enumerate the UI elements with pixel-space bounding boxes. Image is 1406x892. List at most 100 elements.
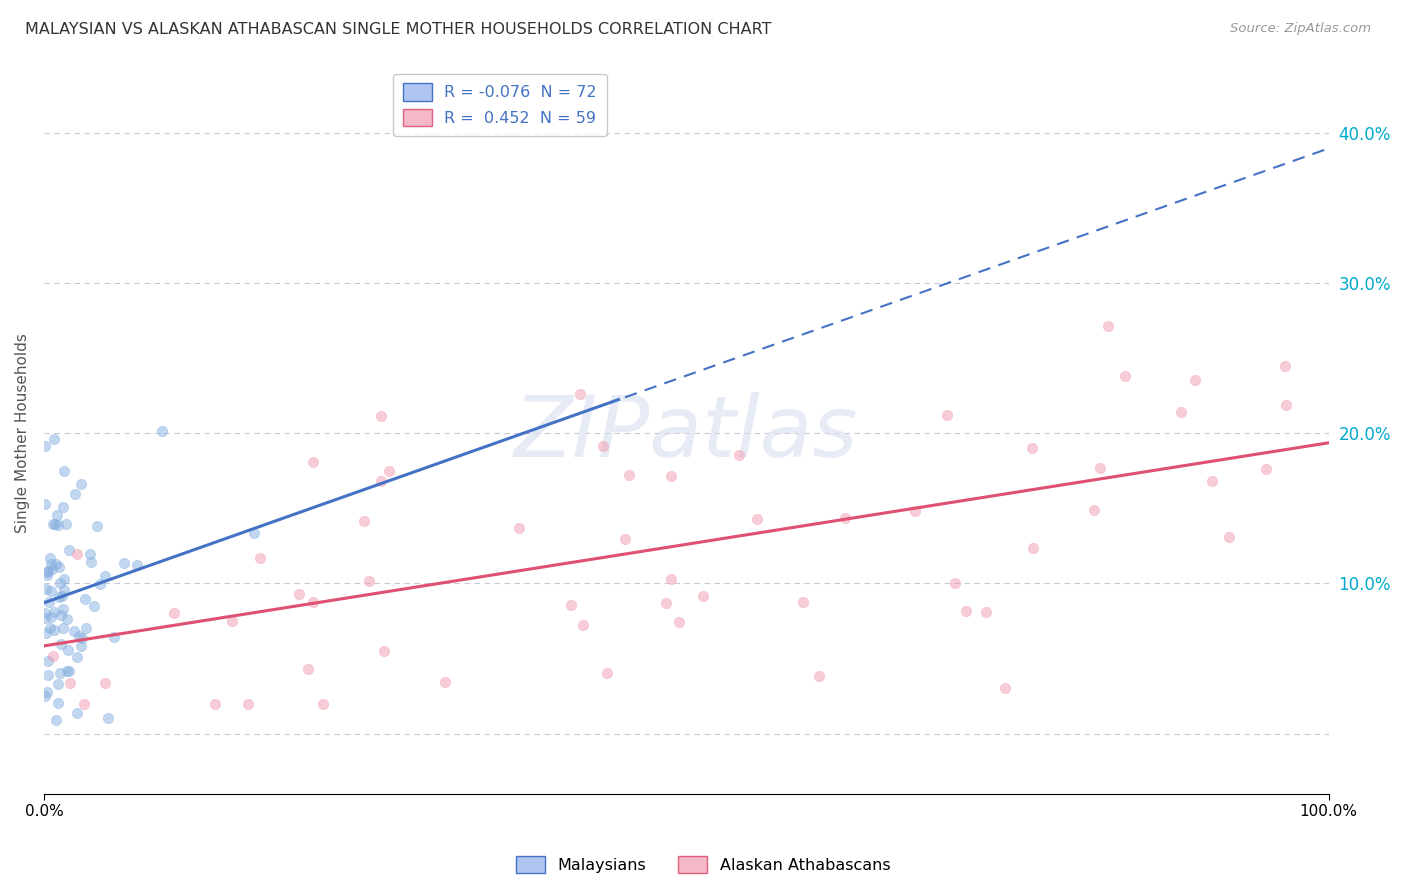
Point	[56, 642, 79, 657]
Point	[52, 621, 75, 635]
Point	[94, 675, 117, 690]
Point	[1254, 462, 1277, 476]
Point	[42, 605, 65, 619]
Point	[44, 517, 66, 532]
Point	[1274, 359, 1296, 373]
Point	[51, 638, 73, 652]
Point	[62, 624, 84, 638]
Point	[58, 543, 80, 558]
Point	[357, 574, 380, 589]
Point	[249, 551, 271, 566]
Point	[52, 500, 75, 515]
Point	[41, 584, 63, 599]
Point	[73, 591, 96, 606]
Point	[34, 497, 56, 511]
Point	[302, 455, 325, 469]
Point	[1275, 398, 1298, 412]
Point	[163, 606, 186, 620]
Point	[150, 424, 173, 438]
Point	[53, 463, 76, 477]
Point	[807, 669, 830, 683]
Point	[301, 594, 323, 608]
Point	[1097, 319, 1119, 334]
Point	[56, 612, 79, 626]
Point	[1218, 530, 1240, 544]
Point	[83, 599, 105, 613]
Point	[936, 408, 959, 422]
Point	[34, 606, 56, 620]
Point	[35, 625, 58, 640]
Point	[51, 589, 73, 603]
Point	[572, 617, 595, 632]
Point	[66, 649, 89, 664]
Point	[89, 577, 111, 591]
Point	[242, 526, 264, 541]
Point	[45, 557, 67, 571]
Point	[67, 629, 90, 643]
Point	[49, 575, 72, 590]
Point	[93, 569, 115, 583]
Point	[42, 516, 65, 531]
Point	[125, 558, 148, 572]
Point	[568, 386, 591, 401]
Point	[59, 676, 82, 690]
Point	[34, 611, 56, 625]
Point	[727, 448, 749, 462]
Y-axis label: Single Mother Households: Single Mother Households	[15, 334, 30, 533]
Point	[37, 668, 59, 682]
Point	[42, 649, 65, 664]
Point	[955, 604, 977, 618]
Point	[617, 467, 640, 482]
Point	[592, 439, 614, 453]
Point	[70, 639, 93, 653]
Point	[312, 697, 335, 711]
Point	[974, 605, 997, 619]
Point	[34, 689, 56, 703]
Legend: R = -0.076  N = 72, R =  0.452  N = 59: R = -0.076 N = 72, R = 0.452 N = 59	[394, 74, 606, 136]
Point	[1083, 502, 1105, 516]
Point	[103, 630, 125, 644]
Point	[49, 665, 72, 680]
Point	[37, 564, 59, 578]
Point	[39, 557, 62, 571]
Point	[377, 464, 399, 478]
Point	[994, 681, 1017, 696]
Point	[37, 654, 59, 668]
Point	[236, 697, 259, 711]
Point	[46, 696, 69, 710]
Point	[1184, 373, 1206, 387]
Point	[659, 572, 682, 586]
Point	[655, 596, 678, 610]
Point	[80, 555, 103, 569]
Point	[35, 685, 58, 699]
Point	[745, 512, 768, 526]
Point	[668, 615, 690, 630]
Point	[42, 432, 65, 446]
Point	[373, 644, 395, 658]
Point	[70, 477, 93, 491]
Point	[508, 521, 530, 535]
Point	[112, 556, 135, 570]
Point	[86, 519, 108, 533]
Point	[79, 547, 101, 561]
Point	[48, 677, 70, 691]
Point	[221, 614, 243, 628]
Point	[560, 598, 582, 612]
Point	[34, 582, 56, 596]
Point	[53, 582, 76, 597]
Point	[75, 621, 97, 635]
Point	[1201, 474, 1223, 488]
Point	[44, 623, 66, 637]
Point	[353, 514, 375, 528]
Point	[41, 562, 63, 576]
Point	[792, 595, 814, 609]
Point	[45, 714, 67, 728]
Point	[904, 504, 927, 518]
Point	[834, 511, 856, 525]
Point	[39, 610, 62, 624]
Point	[1170, 405, 1192, 419]
Point	[692, 589, 714, 603]
Point	[1022, 541, 1045, 556]
Point	[204, 697, 226, 711]
Point	[614, 532, 637, 546]
